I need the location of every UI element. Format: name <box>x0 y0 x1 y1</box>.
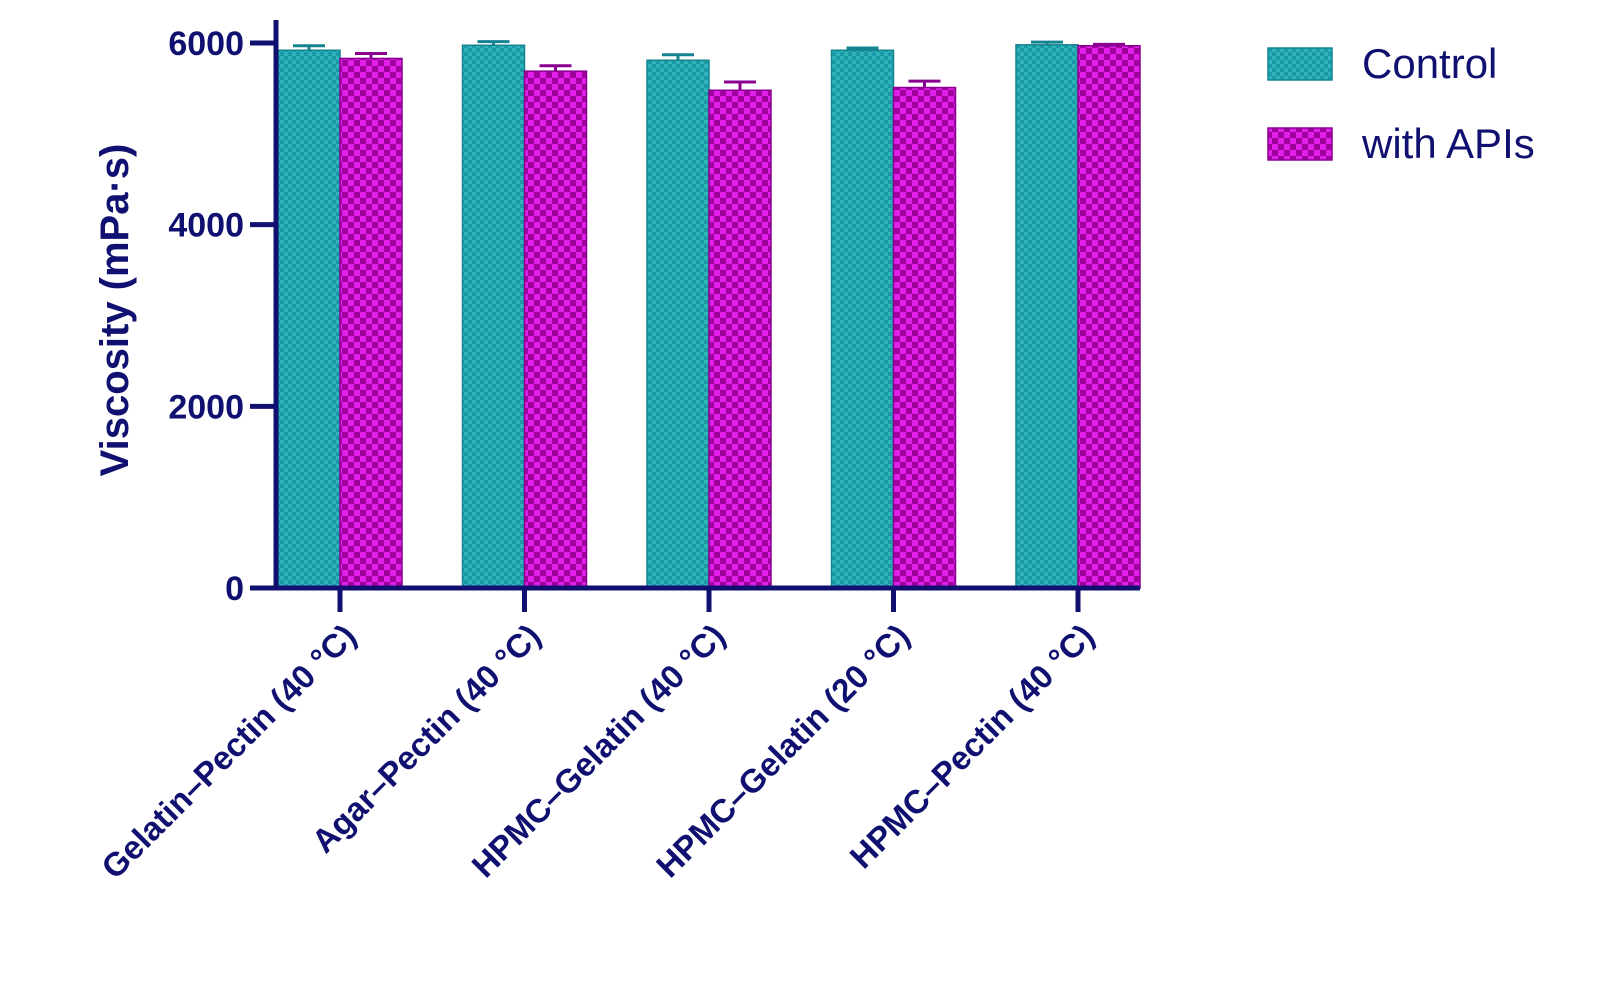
y-axis-label: Viscosity (mPa·s) <box>93 144 137 477</box>
y-tick-label-1: 2000 <box>168 388 244 426</box>
legend-label-control: Control <box>1362 40 1497 87</box>
error-bars-group <box>293 40 1125 91</box>
x-axis-ticks: Gelatin–Pectin (40 °C)Agar–Pectin (40 °C… <box>94 588 1101 886</box>
bar-control-0 <box>277 49 341 589</box>
bar-control-2 <box>646 59 710 589</box>
bar-with-apis-1 <box>523 70 588 589</box>
legend-label-with-apis: with APIs <box>1361 120 1535 167</box>
bars-group <box>277 44 1141 589</box>
legend-swatch-with-apis <box>1267 127 1333 161</box>
y-tick-label-2: 4000 <box>168 207 244 245</box>
bar-control-1 <box>461 44 526 589</box>
bar-with-apis-2 <box>708 89 772 589</box>
bar-control-4 <box>1015 44 1079 589</box>
y-tick-label-3: 6000 <box>168 25 244 63</box>
bar-with-apis-0 <box>339 57 403 589</box>
y-axis-ticks: 0 2000 4000 6000 <box>168 25 276 608</box>
legend: Control with APIs <box>1267 40 1535 167</box>
bar-control-3 <box>830 49 895 589</box>
bar-with-apis-3 <box>892 86 957 589</box>
y-tick-label-0: 0 <box>225 570 244 608</box>
bar-with-apis-4 <box>1077 44 1141 589</box>
legend-swatch-control <box>1267 47 1333 81</box>
